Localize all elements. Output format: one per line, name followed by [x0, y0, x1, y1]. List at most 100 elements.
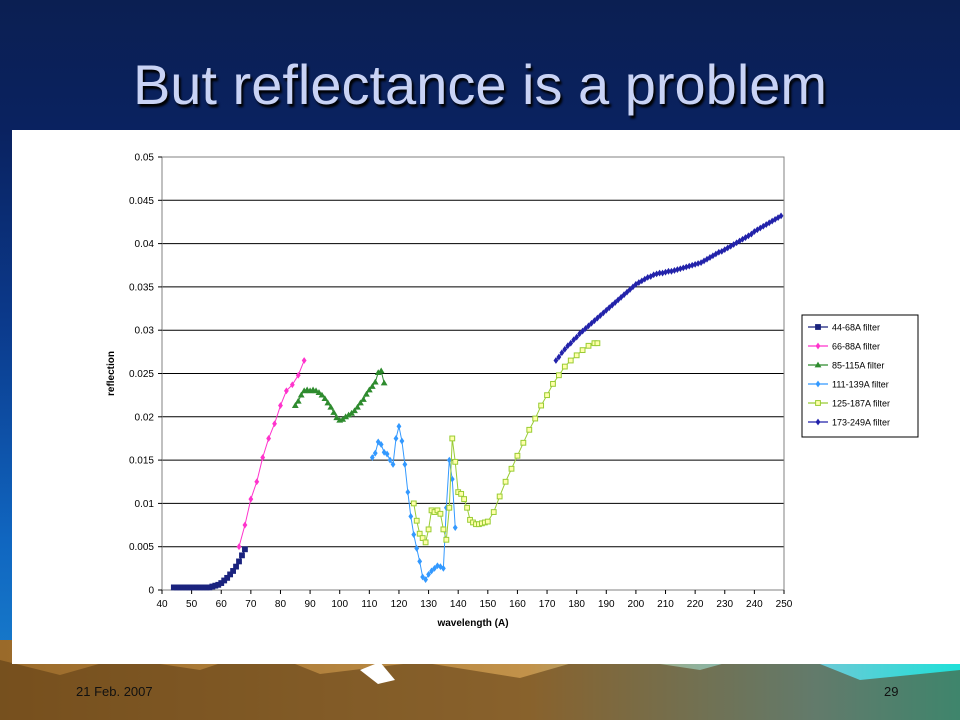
data-point [666, 267, 671, 275]
data-point [357, 399, 364, 406]
data-point [544, 392, 550, 399]
data-point [333, 414, 341, 421]
series-3 [291, 367, 388, 423]
slide-title: But reflectance is a problem [132, 53, 828, 116]
data-point [778, 212, 784, 220]
legend-label: 173-249A filter [832, 418, 890, 428]
x-tick-label: 160 [509, 599, 526, 610]
data-point [417, 558, 423, 565]
y-tick-label: 0.04 [135, 239, 155, 250]
x-tick-label: 240 [746, 599, 763, 610]
data-point [372, 449, 378, 457]
data-point [754, 226, 760, 234]
data-point [740, 235, 745, 243]
data-point [550, 380, 556, 387]
data-point [239, 552, 245, 559]
y-tick-label: 0.03 [135, 326, 155, 337]
data-point [432, 564, 437, 572]
x-tick-label: 250 [776, 599, 793, 610]
chart-panel: 0 0.005 0.01 0.015 0.02 0.025 0.03 0.035 0.04 0.0… [12, 130, 960, 664]
data-point [452, 524, 458, 532]
y-tick-label: 0.005 [129, 542, 154, 553]
x-axis-label: wavelength (A) [436, 618, 508, 629]
data-point [734, 239, 740, 247]
data-point [484, 518, 491, 525]
data-point [680, 264, 686, 272]
reflectance-chart: 0 0.005 0.01 0.015 0.02 0.025 0.03 0.035 0.04 0.0… [106, 153, 919, 629]
data-point [330, 409, 338, 415]
data-point [408, 512, 414, 520]
data-point [272, 420, 277, 428]
page-number: 29 [884, 684, 899, 699]
x-tick-label: 150 [479, 599, 496, 610]
x-tick-label: 210 [657, 599, 674, 610]
series-4 [369, 422, 458, 584]
data-point [502, 478, 509, 485]
data-point [236, 558, 242, 565]
x-tick-label: 180 [568, 599, 585, 610]
y-axis-ticks: 0 0.005 0.01 0.015 0.02 0.025 0.03 0.035 0.04 0.0… [129, 153, 162, 597]
data-point [227, 571, 234, 578]
x-tick-label: 90 [305, 599, 317, 610]
data-point [242, 521, 248, 529]
data-point [553, 357, 559, 364]
data-point [413, 517, 420, 524]
data-point [224, 574, 231, 581]
data-point [464, 504, 470, 511]
data-point [294, 397, 302, 404]
data-point [236, 543, 242, 551]
data-point [583, 325, 588, 332]
data-point [387, 456, 393, 464]
y-tick-label: 0.01 [135, 499, 155, 510]
x-tick-label: 200 [628, 599, 645, 610]
data-point [297, 391, 305, 398]
data-point [374, 369, 382, 376]
data-point [278, 402, 283, 409]
series-6 [553, 212, 784, 364]
legend-label: 111-139A filter [832, 380, 889, 390]
data-point [514, 452, 521, 459]
data-point [538, 402, 545, 409]
x-tick-label: 110 [361, 599, 377, 610]
data-point [600, 309, 606, 317]
data-point [315, 389, 323, 395]
data-point [446, 456, 452, 464]
data-point [378, 441, 384, 448]
data-point [405, 488, 411, 496]
data-point [393, 435, 399, 442]
data-point [254, 478, 260, 486]
legend-label: 85-115A filter [832, 361, 884, 371]
data-point [295, 371, 301, 379]
data-point [606, 304, 612, 312]
data-point [414, 545, 420, 552]
data-point [642, 275, 648, 283]
data-point [660, 269, 665, 277]
data-point [399, 437, 405, 445]
data-point [461, 496, 468, 502]
data-point [369, 454, 375, 461]
data-point [594, 340, 601, 347]
data-point [449, 475, 455, 483]
x-axis-ticks: 40 50 60 70 80 90 100 110 120 130 140 150 160 170 180 1… [156, 590, 793, 610]
data-point [562, 345, 568, 353]
data-point [737, 237, 742, 245]
data-point [449, 435, 456, 442]
data-point [559, 349, 565, 357]
data-point [585, 342, 592, 349]
data-point [375, 438, 381, 446]
data-point [266, 435, 272, 442]
series-line [238, 360, 305, 547]
data-point [324, 399, 332, 406]
data-point [416, 530, 423, 537]
legend-label: 44-68A filter [832, 323, 880, 333]
y-tick-label: 0.05 [135, 153, 155, 164]
data-point [567, 357, 574, 364]
data-point [368, 383, 376, 389]
data-point [508, 465, 515, 472]
data-point [291, 402, 299, 408]
y-axis-label: reflection [106, 351, 117, 396]
x-tick-label: 40 [156, 599, 168, 610]
data-point [377, 367, 385, 374]
data-point [423, 576, 429, 584]
y-tick-label: 0.015 [129, 456, 154, 467]
